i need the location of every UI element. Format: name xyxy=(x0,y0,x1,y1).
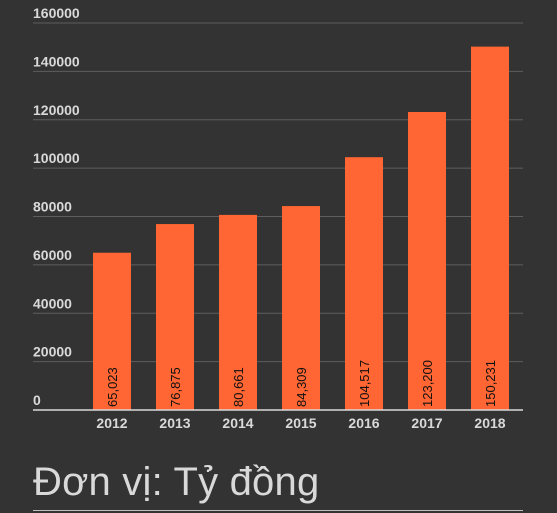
y-tick-label: 140000 xyxy=(33,53,80,69)
x-tick-label-2013: 2013 xyxy=(159,415,190,431)
data-labels: 65,023 76,875 80,661 84,309 104,517 123,200 15… xyxy=(105,360,498,407)
y-axis-ticks: 0 20000 40000 60000 80000 100000 120000 140000 1… xyxy=(33,5,80,408)
data-label-2012: 65,023 xyxy=(105,367,120,407)
data-label-2018: 150,231 xyxy=(483,360,498,407)
unit-caption: Đơn vị: Tỷ đồng xyxy=(33,460,320,504)
bottom-divider xyxy=(33,510,523,511)
x-axis-ticks: 2012 2013 2014 2015 2016 2017 2018 xyxy=(96,415,505,431)
x-tick-label-2014: 2014 xyxy=(222,415,253,431)
bar-2015 xyxy=(282,206,320,410)
x-tick-label-2016: 2016 xyxy=(348,415,379,431)
y-tick-label: 60000 xyxy=(33,247,72,263)
data-label-2017: 123,200 xyxy=(420,360,435,407)
y-tick-label: 120000 xyxy=(33,102,80,118)
bar-2017 xyxy=(408,112,446,410)
bar-2013 xyxy=(156,224,194,410)
y-tick-label: 40000 xyxy=(33,295,72,311)
data-label-2015: 84,309 xyxy=(294,367,309,407)
bar-2014 xyxy=(219,214,257,410)
x-tick-label-2018: 2018 xyxy=(474,415,505,431)
data-label-2013: 76,875 xyxy=(168,367,183,407)
bar-2016 xyxy=(345,157,383,410)
data-label-2016: 104,517 xyxy=(357,360,372,407)
y-tick-label: 0 xyxy=(33,392,41,408)
revenue-bar-chart: 0 20000 40000 60000 80000 100000 120000 140000 1… xyxy=(33,5,523,431)
x-tick-label-2015: 2015 xyxy=(285,415,316,431)
x-tick-label-2012: 2012 xyxy=(96,415,127,431)
x-tick-label-2017: 2017 xyxy=(411,415,442,431)
bar-2012 xyxy=(93,252,131,410)
y-tick-label: 20000 xyxy=(33,344,72,360)
y-tick-label: 160000 xyxy=(33,5,80,21)
bar-2018 xyxy=(471,46,509,410)
y-tick-label: 100000 xyxy=(33,150,80,166)
y-tick-label: 80000 xyxy=(33,199,72,215)
data-label-2014: 80,661 xyxy=(231,367,246,407)
bars xyxy=(93,46,509,410)
